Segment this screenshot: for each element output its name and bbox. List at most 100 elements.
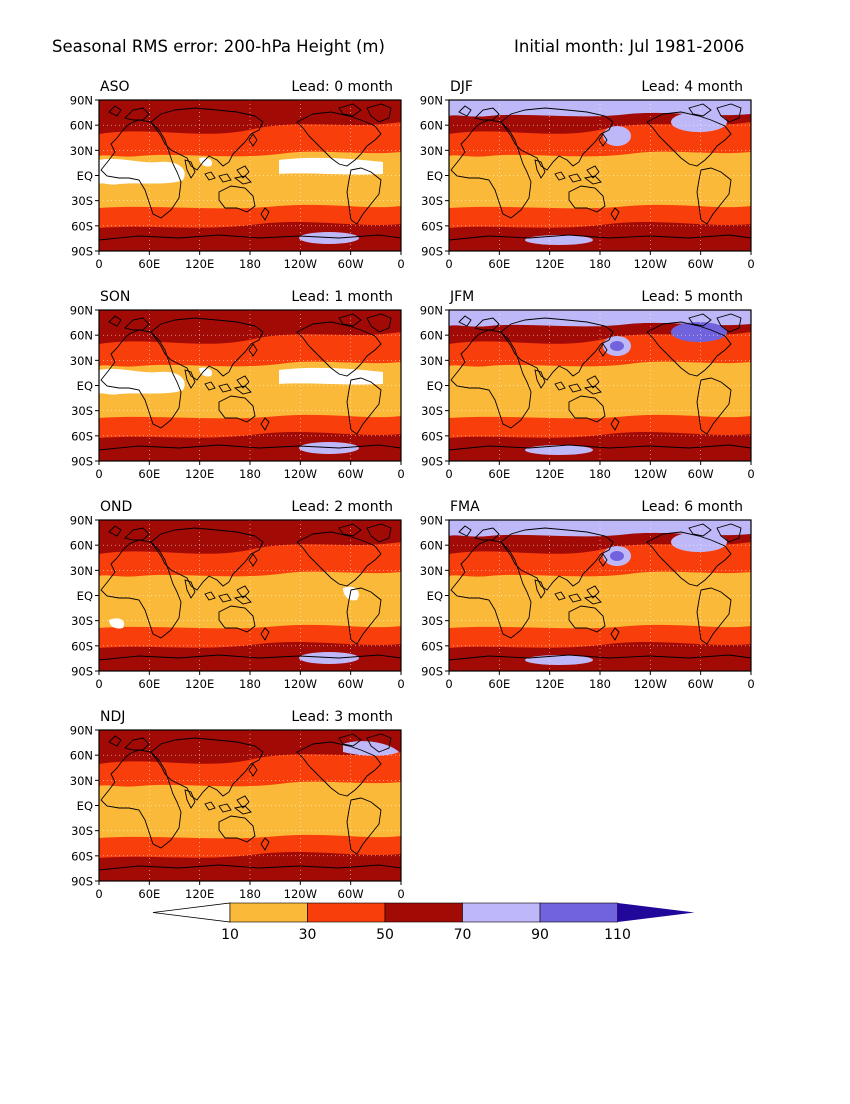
lat-tick-label: 30N xyxy=(70,564,93,578)
lat-tick-label: 60N xyxy=(70,749,93,763)
map-area xyxy=(99,310,401,461)
lat-tick-label: EQ xyxy=(77,169,93,183)
lon-tick-label: 0 xyxy=(95,467,102,481)
lead-value: 5 xyxy=(684,289,697,305)
lon-tick-label: 120W xyxy=(284,677,317,691)
colorbar-label: 30 xyxy=(299,927,317,943)
lon-tick-label: 180 xyxy=(589,257,611,271)
lat-tick-label: 30S xyxy=(71,824,93,838)
contour-band xyxy=(343,586,359,601)
lat-tick-label: 30S xyxy=(71,404,93,418)
lon-tick-label: 60E xyxy=(138,677,160,691)
contour-band xyxy=(525,235,593,245)
lon-tick-label: 180 xyxy=(589,467,611,481)
lon-tick-label: 60W xyxy=(338,257,364,271)
lat-tick-label: 90N xyxy=(70,514,93,528)
contour-band xyxy=(199,367,213,377)
panel-season: NDJ xyxy=(100,709,125,725)
panel-lead: Lead: 1 month xyxy=(291,289,393,305)
lon-tick-label: 120W xyxy=(634,677,667,691)
lon-tick-label: 0 xyxy=(95,677,102,691)
lat-tick-label: EQ xyxy=(77,799,93,813)
lon-tick-label: 120E xyxy=(535,257,564,271)
lon-tick-label: 0 xyxy=(747,467,754,481)
lon-tick-label: 60E xyxy=(488,677,510,691)
panel-lead: Lead: 4 month xyxy=(641,79,743,95)
lon-tick-label: 60E xyxy=(138,467,160,481)
lat-tick-label: EQ xyxy=(77,379,93,393)
colorbar-label: 50 xyxy=(376,927,394,943)
contour-band xyxy=(671,322,727,342)
panel-season: FMA xyxy=(450,499,480,515)
lon-tick-label: 120E xyxy=(535,677,564,691)
lat-tick-label: 60S xyxy=(421,219,443,233)
lon-tick-label: 180 xyxy=(239,677,261,691)
contour-band xyxy=(610,551,624,561)
lat-tick-label: 90S xyxy=(71,245,93,259)
lon-tick-label: 120E xyxy=(535,467,564,481)
lat-tick-label: 90N xyxy=(70,304,93,318)
contour-band xyxy=(299,232,359,244)
lead-prefix: Lead: xyxy=(291,709,334,725)
lat-tick-label: 60N xyxy=(420,119,443,133)
lon-tick-label: 120W xyxy=(284,257,317,271)
contour-band xyxy=(99,368,185,395)
map-area xyxy=(99,520,401,671)
lead-suffix: month xyxy=(698,499,743,515)
map-area xyxy=(99,100,401,251)
colorbar-segment xyxy=(307,902,386,923)
lead-prefix: Lead: xyxy=(641,499,684,515)
colorbar-label: 70 xyxy=(454,927,472,943)
map-area xyxy=(449,520,751,671)
lat-tick-label: 60N xyxy=(70,329,93,343)
lat-tick-label: 30S xyxy=(421,194,443,208)
lon-tick-label: 60W xyxy=(338,677,364,691)
panel-lead: Lead: 0 month xyxy=(291,79,393,95)
lon-tick-label: 180 xyxy=(589,677,611,691)
lat-tick-label: 60N xyxy=(70,539,93,553)
lead-suffix: month xyxy=(348,289,393,305)
lead-suffix: month xyxy=(348,499,393,515)
contour-band xyxy=(279,157,383,175)
lead-value: 3 xyxy=(334,709,347,725)
lat-tick-label: 30N xyxy=(420,144,443,158)
lat-tick-label: 90S xyxy=(421,455,443,469)
colorbar-label: 110 xyxy=(604,927,631,943)
contour-band xyxy=(299,442,359,454)
lat-tick-label: 30N xyxy=(420,354,443,368)
lon-tick-label: 120E xyxy=(185,677,214,691)
lon-tick-label: 120E xyxy=(185,887,214,901)
contour-band xyxy=(671,112,727,132)
contour-band xyxy=(525,445,593,455)
panel-lead: Lead: 2 month xyxy=(291,499,393,515)
lat-tick-label: 30N xyxy=(70,354,93,368)
lat-tick-label: 90S xyxy=(421,665,443,679)
lead-suffix: month xyxy=(348,709,393,725)
lon-tick-label: 0 xyxy=(445,467,452,481)
colorbar-label: 90 xyxy=(531,927,549,943)
lat-tick-label: 30S xyxy=(421,614,443,628)
lon-tick-label: 60W xyxy=(688,467,714,481)
lon-tick-label: 120W xyxy=(634,257,667,271)
map-area xyxy=(99,730,401,881)
lead-value: 2 xyxy=(334,499,347,515)
lat-tick-label: EQ xyxy=(427,589,443,603)
lead-prefix: Lead: xyxy=(641,79,684,95)
lat-tick-label: 60N xyxy=(70,119,93,133)
lat-tick-label: 90N xyxy=(70,94,93,108)
lon-tick-label: 0 xyxy=(95,257,102,271)
lat-tick-label: 60S xyxy=(421,429,443,443)
lon-tick-label: 60E xyxy=(488,467,510,481)
lon-tick-label: 0 xyxy=(397,677,404,691)
panel-season: OND xyxy=(100,499,132,515)
lead-prefix: Lead: xyxy=(291,499,334,515)
panel-lead: Lead: 5 month xyxy=(641,289,743,305)
lat-tick-label: 90S xyxy=(71,455,93,469)
lon-tick-label: 120E xyxy=(185,467,214,481)
